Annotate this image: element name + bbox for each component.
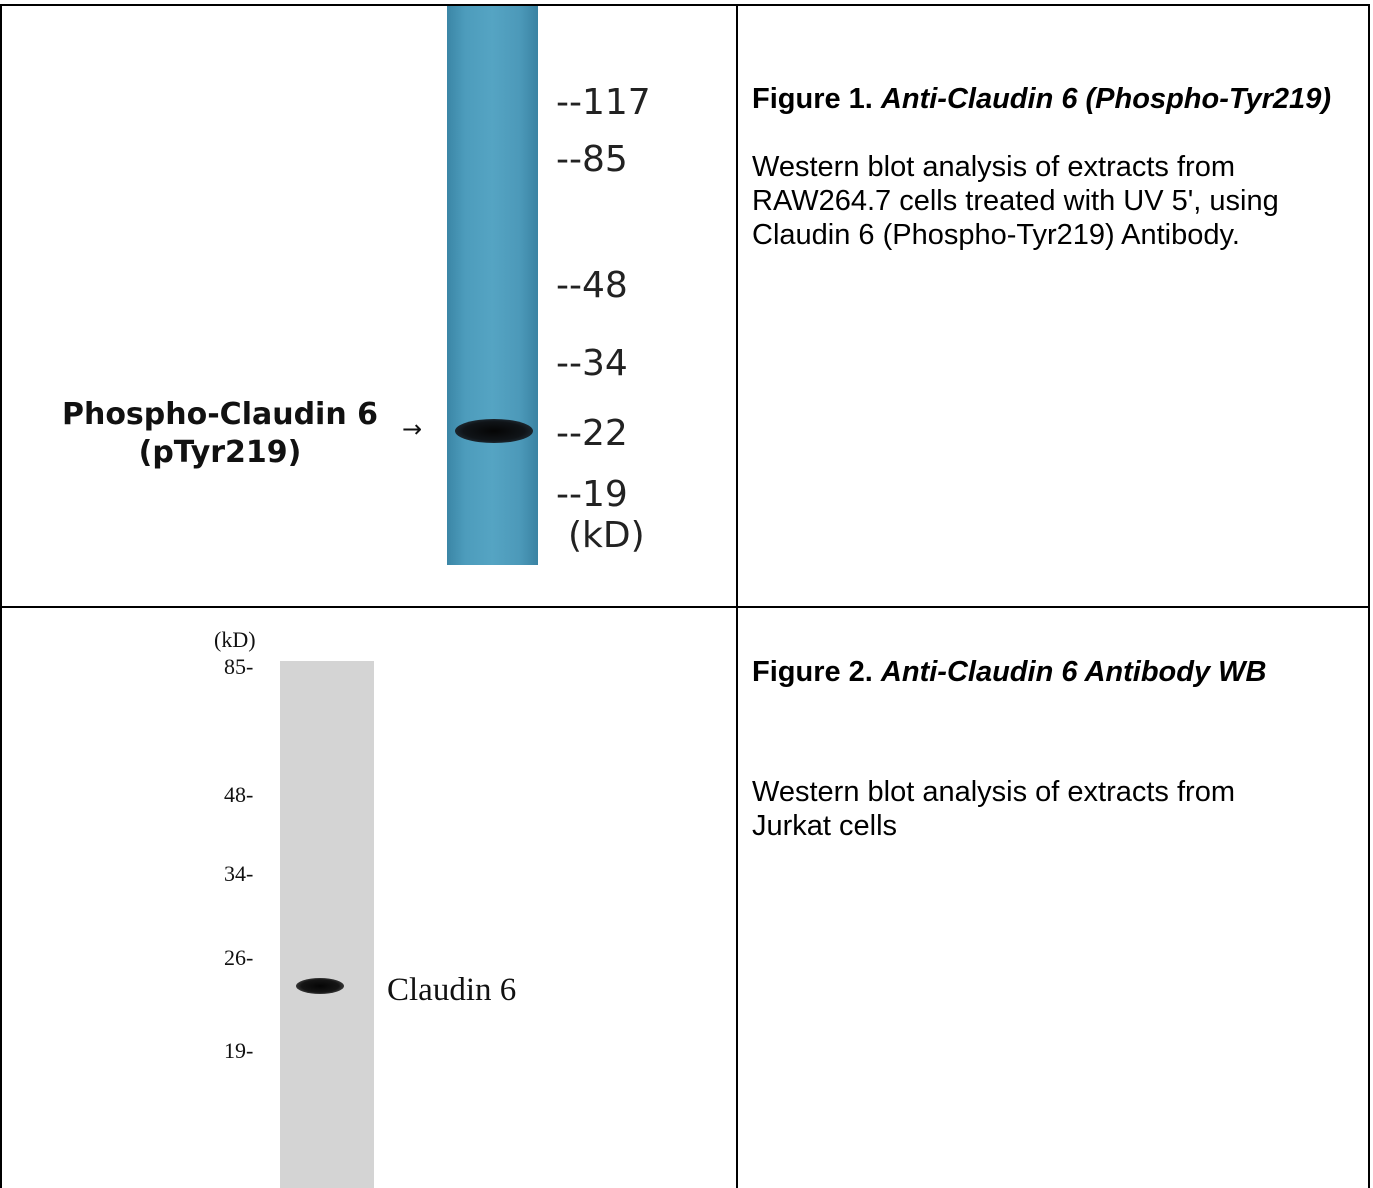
figure1-marker-34: --34 (556, 343, 628, 384)
figure1-marker-85: --85 (556, 139, 628, 180)
figure1-title-name: Anti-Claudin 6 (Phospho-Tyr219) (880, 83, 1331, 115)
figure2-title-prefix: Figure 2. (752, 656, 873, 688)
figure1-blot-band (455, 419, 533, 443)
table-border-left (0, 4, 2, 1188)
figure2-blot-lane (280, 661, 374, 1188)
figure2-band-label: Claudin 6 (387, 972, 517, 1008)
figure2-marker-48: 48- (224, 782, 254, 807)
table-border-right (1368, 4, 1370, 1188)
table-divider-vertical (736, 4, 738, 1188)
figure2-marker-26: 26- (224, 945, 254, 970)
figure2-description: Western blot analysis of extracts from J… (752, 776, 1235, 842)
figure2-image-cell: (kD) 85- 48- 34- 26- 19- Claudin 6 (2, 608, 736, 1188)
figure1-unit: (kD) (568, 515, 645, 556)
figure2-title: Figure 2. Anti-Claudin 6 Antibody WB (752, 655, 1352, 689)
figure2-unit: (kD) (214, 627, 256, 652)
table-border-middle (0, 606, 1370, 608)
figure1-marker-22: --22 (556, 413, 628, 454)
figure1-band-label: Phospho-Claudin 6 (pTyr219) (40, 396, 400, 472)
figure1-arrow-icon: → (402, 415, 423, 443)
figure1-band-label-line1: Phospho-Claudin 6 (61, 397, 379, 432)
figure2-title-name: Anti-Claudin 6 Antibody WB (880, 656, 1267, 688)
figure1-description: Western blot analysis of extracts from R… (752, 151, 1279, 251)
figure2-caption: Figure 2. Anti-Claudin 6 Antibody WB Wes… (752, 655, 1352, 843)
figure2-marker-34: 34- (224, 861, 254, 886)
figure1-marker-117: --117 (556, 82, 651, 123)
figure2-marker-85: 85- (224, 654, 254, 679)
figure1-marker-48: --48 (556, 265, 628, 306)
table-border-top (0, 4, 1370, 6)
figure2-marker-19: 19- (224, 1038, 254, 1063)
figure1-caption: Figure 1. Anti-Claudin 6 (Phospho-Tyr219… (752, 82, 1352, 252)
figure2-blot-band (296, 978, 344, 994)
figure1-title: Figure 1. Anti-Claudin 6 (Phospho-Tyr219… (752, 82, 1352, 116)
figure1-blot-lane (447, 6, 538, 565)
figure1-marker-19: --19 (556, 474, 628, 515)
figure1-title-prefix: Figure 1. (752, 83, 873, 115)
figure1-image-cell: Phospho-Claudin 6 (pTyr219) → --117 --85… (2, 6, 736, 606)
figure1-band-label-line2: (pTyr219) (138, 435, 302, 470)
